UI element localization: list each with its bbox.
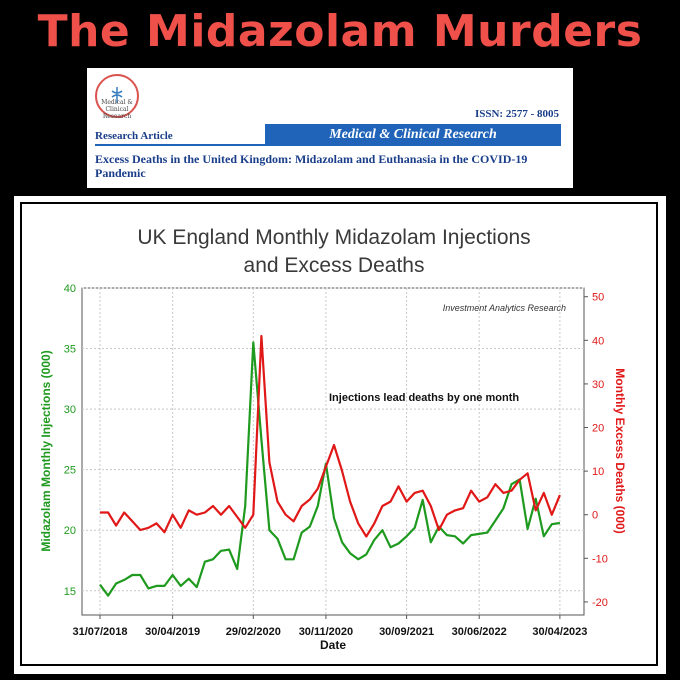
x-tick-label: 30/09/2021 xyxy=(379,626,434,638)
caduceus-icon xyxy=(111,87,123,103)
excess-deaths-line xyxy=(100,334,561,538)
chart-title-line1: UK England Monthly Midazolam Injections xyxy=(137,226,530,249)
midazolam-injections-line xyxy=(99,341,561,597)
y-axis-label-left: Midazolam Monthly Injections (000) xyxy=(39,350,53,551)
x-tick-label: 30/06/2022 xyxy=(452,626,507,638)
y-left-tick-label: 35 xyxy=(64,344,76,356)
headline: The Midazolam Murders xyxy=(37,6,643,57)
x-tick-label: 30/11/2020 xyxy=(299,626,353,638)
article-type: Research Article xyxy=(95,130,173,142)
y-right-tick-label: 50 xyxy=(592,292,604,304)
x-tick-label: 31/07/2018 xyxy=(72,626,127,638)
y-axis-label-right: Monthly Excess Deaths (000) xyxy=(613,368,627,533)
y-left-tick-label: 40 xyxy=(64,283,76,295)
journal-logo-text: Medical & Clinical Research xyxy=(101,98,133,120)
chart-source: Investment Analytics Research xyxy=(443,303,566,313)
x-tick-label: 30/04/2019 xyxy=(145,626,200,638)
paper-title: Excess Deaths in the United Kingdom: Mid… xyxy=(95,152,528,180)
line-chart: UK England Monthly Midazolam Injections … xyxy=(39,226,627,652)
y-left-tick-label: 20 xyxy=(64,525,76,537)
chart-panel: UK England Monthly Midazolam Injections … xyxy=(14,196,666,674)
y-left-tick-label: 15 xyxy=(64,586,76,598)
y-right-tick-label: -10 xyxy=(592,553,608,565)
divider xyxy=(95,144,561,146)
y-right-tick-label: 40 xyxy=(592,335,604,347)
axis-ticks: 31/07/2018 30/04/2019 29/02/2020 30/11/2020… xyxy=(64,283,608,638)
y-right-tick-label: 0 xyxy=(592,510,598,522)
y-right-tick-label: -20 xyxy=(592,597,608,609)
chart-frame xyxy=(20,202,658,666)
chart-title-line2: and Excess Deaths xyxy=(244,254,425,277)
y-right-tick-label: 10 xyxy=(592,466,604,478)
plot-area xyxy=(81,287,585,616)
y-left-tick-label: 25 xyxy=(64,465,76,477)
journal-logo: Medical & Clinical Research xyxy=(95,74,139,120)
y-right-tick-label: 30 xyxy=(592,379,604,391)
journal-name-bar: Medical & Clinical Research xyxy=(265,124,561,146)
paper-header-image: Medical & Clinical Research ISSN: 2577 -… xyxy=(87,68,573,188)
gridlines xyxy=(82,287,584,615)
x-axis-label: Date xyxy=(320,638,346,652)
issn-text: ISSN: 2577 - 8005 xyxy=(474,108,559,120)
x-tick-label: 29/02/2020 xyxy=(226,626,281,638)
y-left-tick-label: 30 xyxy=(64,404,76,416)
y-right-tick-label: 20 xyxy=(592,423,604,435)
x-tick-label: 30/04/2023 xyxy=(532,626,587,638)
series-lines xyxy=(99,334,561,597)
chart-annotation: Injections lead deaths by one month xyxy=(329,392,519,404)
